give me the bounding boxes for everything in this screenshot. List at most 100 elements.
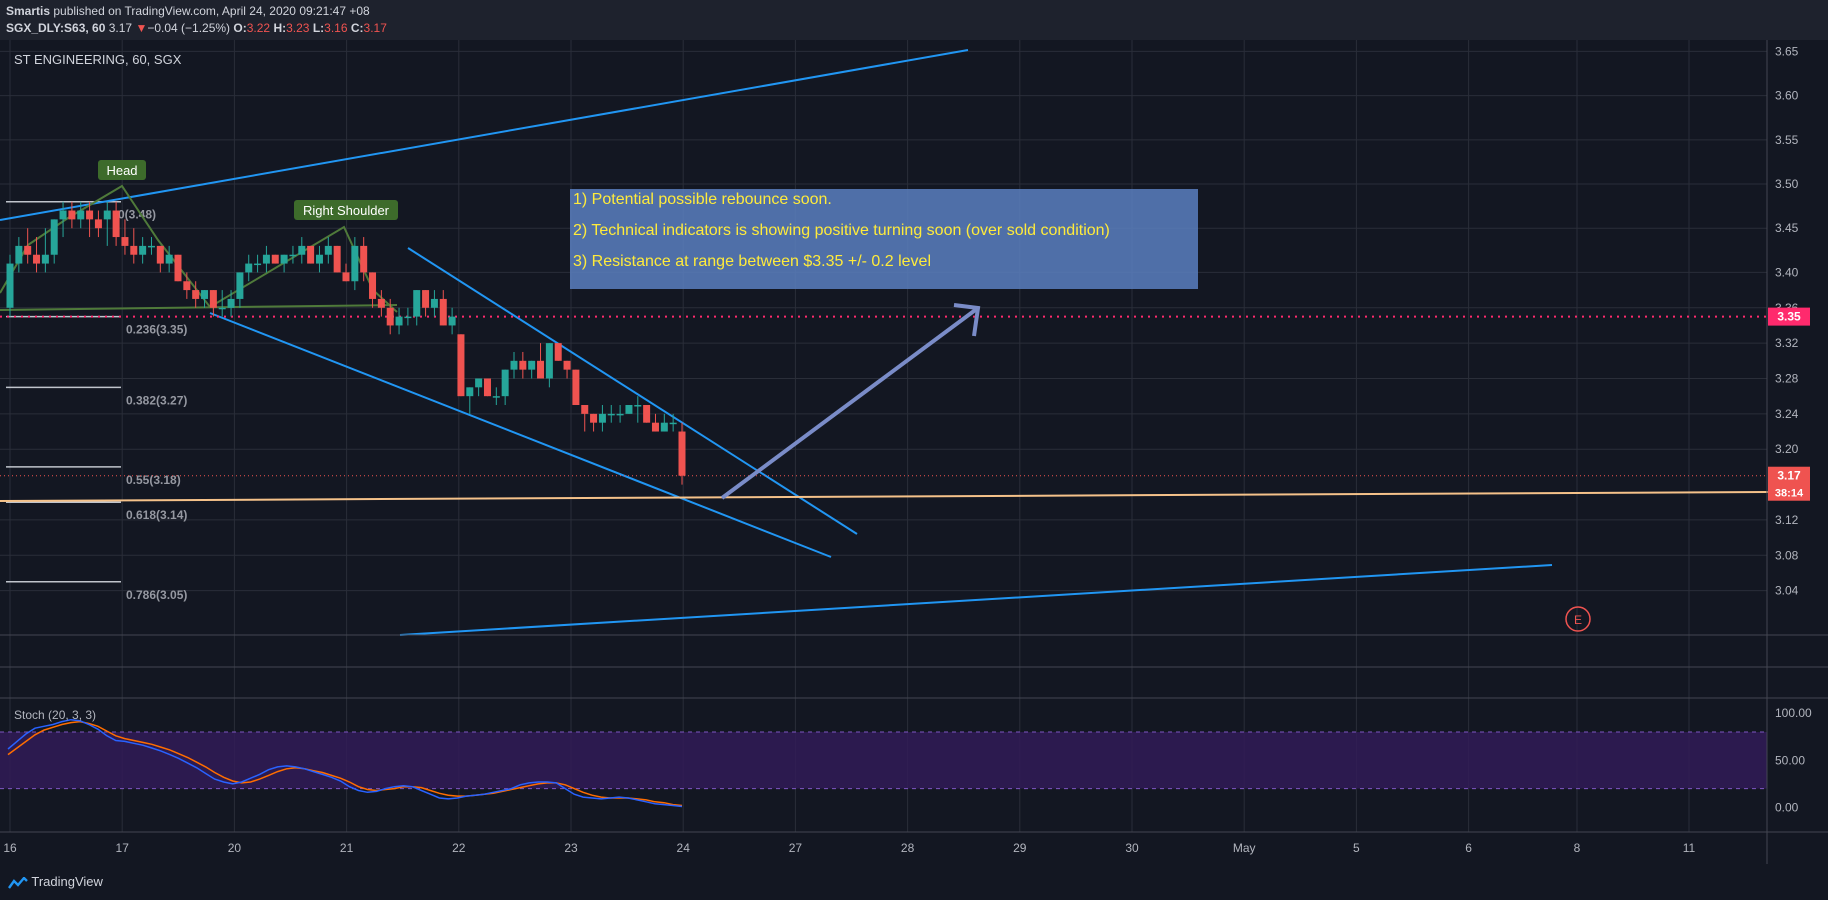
candle-body [519, 360, 527, 370]
author-name[interactable]: Smartis [6, 4, 51, 18]
stoch-axis[interactable]: 100.00 50.00 0.00 [1775, 706, 1812, 814]
stoch-tick-label: 50.00 [1775, 753, 1805, 767]
candle-body [183, 281, 191, 291]
candle-body [528, 360, 536, 370]
upper-channel-line[interactable] [0, 49, 969, 221]
candle-body [315, 254, 323, 264]
upper-wedge-line[interactable] [407, 247, 858, 535]
candle-body [121, 237, 129, 246]
candle-body [59, 210, 67, 220]
candle-body [6, 263, 14, 308]
stoch-k-line [7, 718, 683, 808]
earnings-marker[interactable]: E [1565, 606, 1591, 632]
price-tick-label: 3.65 [1775, 44, 1799, 58]
price-tick-label: 3.55 [1775, 133, 1799, 147]
fib-level-label: 0.236(3.35) [126, 323, 187, 337]
publish-line: Smartis published on TradingView.com, Ap… [6, 4, 370, 18]
candle-body [669, 422, 677, 425]
candle-body [271, 254, 279, 264]
fib-retracement[interactable]: 0(3.48) 0.236(3.35) 0.382(3.27) 0.55(3.18) 0… [6, 200, 187, 602]
trendlines[interactable] [0, 49, 1769, 636]
candle-body [209, 290, 217, 308]
time-tick-label: 21 [340, 841, 354, 855]
candle-body [581, 405, 589, 414]
price-tick-label: 3.32 [1775, 336, 1799, 350]
time-tick-label: 28 [901, 841, 915, 855]
candle-body [377, 298, 385, 308]
candles [6, 201, 686, 485]
candle-body [50, 219, 58, 255]
price-tick-label: 3.50 [1775, 177, 1799, 191]
price-tick-label: 3.24 [1775, 407, 1799, 421]
high-label: H: [273, 21, 287, 35]
fib-level-label: 0.55(3.18) [126, 473, 181, 487]
candle-body [678, 431, 686, 476]
chart-canvas[interactable]: 0(3.48) 0.236(3.35) 0.382(3.27) 0.55(3.18) 0… [0, 40, 1828, 864]
time-tick-label: 22 [452, 841, 466, 855]
candle-body [174, 254, 182, 282]
candle-body [103, 210, 111, 220]
neckline[interactable] [0, 304, 398, 311]
candle-body [545, 343, 553, 379]
candle-body [554, 343, 562, 361]
support-line[interactable] [0, 491, 1769, 502]
resistance-price-text: 3.35 [1777, 310, 1801, 324]
right-shoulder-label[interactable]: Right Shoulder [294, 200, 398, 220]
close-label: C: [350, 21, 364, 35]
price-tick-label: 3.20 [1775, 442, 1799, 456]
open-value: 3.22 [246, 21, 271, 35]
candle-body [192, 290, 200, 299]
candle-body [483, 378, 491, 397]
note-line-3: 3) Resistance at range between $3.35 +/-… [573, 253, 931, 270]
grid [0, 40, 1767, 832]
price-axis[interactable]: 3.653.603.553.503.453.403.363.323.283.24… [1775, 44, 1799, 597]
candle-body [510, 360, 518, 370]
candle-body [262, 254, 270, 264]
candle-body [369, 272, 377, 299]
note-box[interactable]: 1) Potential possible rebounce soon. 2) … [570, 189, 1198, 289]
down-arrow-icon: ▼ [135, 21, 148, 35]
chart-header: Smartis published on TradingView.com, Ap… [0, 0, 1828, 40]
time-tick-label: 8 [1574, 841, 1581, 855]
head-label-text: Head [106, 163, 137, 178]
price-tick-label: 3.08 [1775, 548, 1799, 562]
candle-body [572, 369, 580, 406]
candle-body [386, 307, 394, 326]
note-line-2: 2) Technical indicators is showing posit… [573, 222, 1110, 239]
candle-body [139, 245, 147, 255]
time-tick-label: 6 [1465, 841, 1472, 855]
candle-body [147, 245, 155, 248]
time-axis[interactable]: 16 17 20 21 22 23 24 27 28 29 30 May 5 6 8 11 [3, 841, 1695, 855]
rebound-arrow[interactable] [720, 303, 981, 500]
head-label[interactable]: Head [98, 160, 146, 180]
symbol-label: SGX_DLY:S63, 60 [6, 21, 106, 35]
time-tick-label: 29 [1013, 841, 1027, 855]
candle-body [537, 360, 545, 379]
candle-body [413, 290, 421, 317]
stoch-d-line [7, 720, 683, 807]
last-price: 3.17 [108, 21, 133, 35]
price-tick-label: 3.45 [1775, 221, 1799, 235]
fib-level-label: 0(3.48) [118, 208, 156, 222]
stoch-tick-label: 0.00 [1775, 800, 1799, 814]
candle-body [201, 290, 209, 299]
pane-separators [0, 40, 1828, 864]
time-tick-label: 27 [789, 841, 803, 855]
candle-body [395, 316, 403, 326]
candle-body [501, 369, 509, 397]
fib-level-label: 0.382(3.27) [126, 393, 187, 407]
candle-body [33, 254, 41, 264]
stoch-title: Stoch (20, 3, 3) [14, 708, 96, 722]
price-tick-label: 3.28 [1775, 371, 1799, 385]
candle-body [254, 263, 262, 266]
price-tick-label: 3.04 [1775, 584, 1799, 598]
time-tick-label: 11 [1683, 841, 1696, 855]
candle-body [404, 316, 412, 319]
cloud-icon [8, 875, 28, 889]
price-tick-label: 3.40 [1775, 265, 1799, 279]
lower-wedge-line[interactable] [209, 312, 832, 558]
time-tick-label: 5 [1353, 841, 1360, 855]
price-change: −0.04 (−1.25%) [147, 21, 231, 35]
long-support-line[interactable] [399, 564, 1553, 636]
tradingview-logo[interactable]: TradingView [6, 874, 103, 889]
